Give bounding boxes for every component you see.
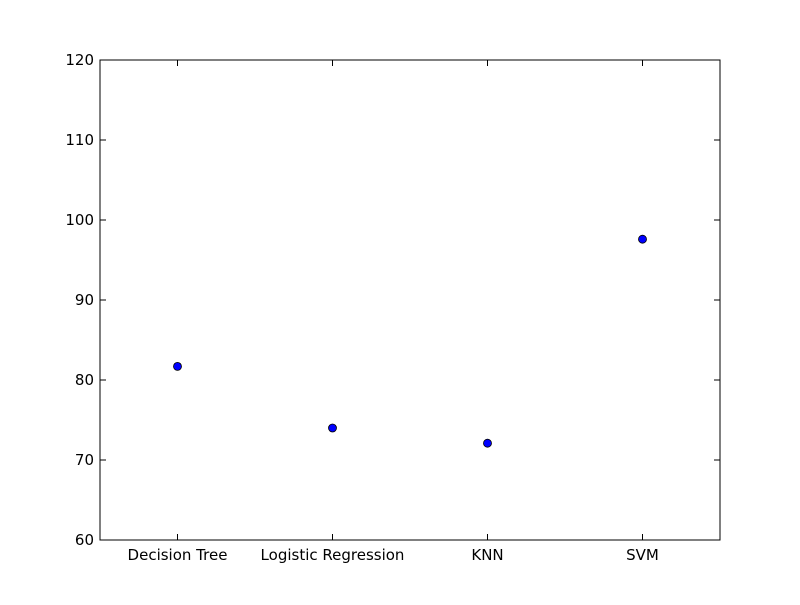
data-point (173, 361, 182, 371)
data-point (328, 423, 337, 433)
y-tick-label: 70 (75, 451, 94, 469)
y-tick-label: 110 (65, 131, 94, 149)
y-tick-label: 90 (75, 291, 94, 309)
y-tick-label: 120 (65, 51, 94, 69)
x-tick-label: SVM (626, 546, 659, 564)
data-point (638, 234, 647, 244)
y-tick-label: 100 (65, 211, 94, 229)
y-tick-label: 80 (75, 371, 94, 389)
tick-marks (100, 59, 720, 541)
x-tick-label: Decision Tree (128, 546, 228, 564)
plot-area-frame (99, 59, 721, 541)
tick-labels: 60 70 80 90 100 110 120 Decision Tree Logistic R… (65, 51, 659, 564)
x-tick-label: KNN (471, 546, 503, 564)
data-points (173, 234, 647, 448)
data-point (483, 438, 492, 448)
y-tick-label: 60 (75, 531, 94, 549)
x-tick-label: Logistic Regression (261, 546, 405, 564)
